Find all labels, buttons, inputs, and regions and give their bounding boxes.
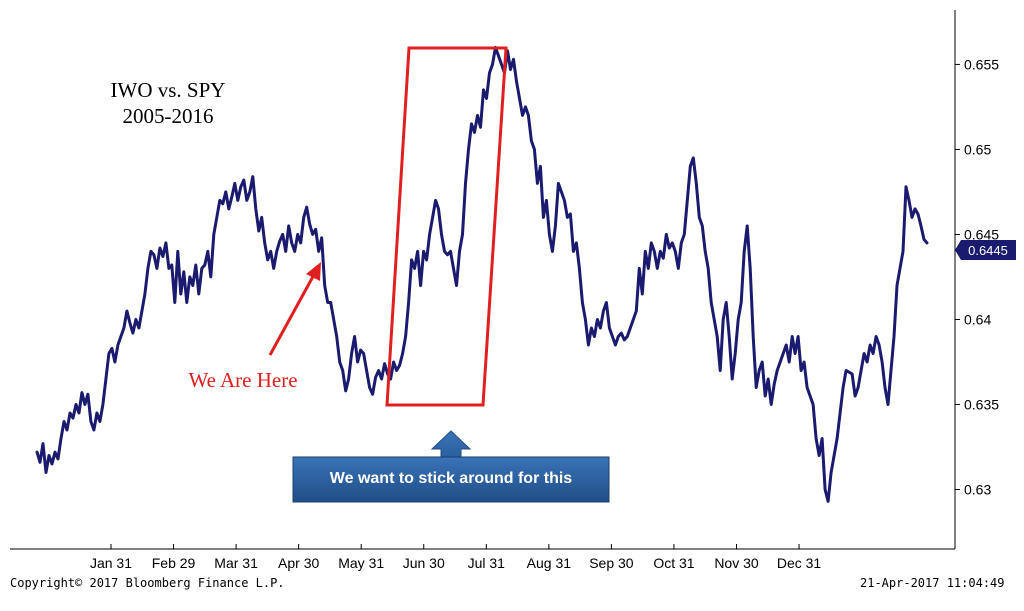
copyright-text: Copyright© 2017 Bloomberg Finance L.P.	[10, 576, 285, 590]
chart-title: IWO vs. SPY	[111, 78, 226, 102]
y-tick-label: 0.65	[964, 141, 991, 157]
y-axis-ticks: 0.655 0.65 0.645 0.64 0.635 0.63	[955, 56, 999, 497]
y-tick-label: 0.635	[964, 396, 999, 412]
x-tick-label: Oct 31	[653, 555, 694, 571]
y-tick-label: 0.64	[964, 311, 991, 327]
series-line-iwo-spy-ratio	[35, 45, 929, 503]
chart-subtitle: 2005-2016	[123, 104, 214, 128]
highlight-box	[385, 46, 508, 407]
x-tick-label: Dec 31	[777, 555, 822, 571]
banner	[292, 456, 610, 503]
banner-text: We want to stick around for this	[330, 470, 572, 487]
up-arrow-icon	[430, 430, 472, 458]
x-tick-label: Jul 31	[468, 555, 506, 571]
y-tick-label: 0.655	[964, 56, 999, 72]
callout-arrow-icon	[268, 262, 321, 356]
x-tick-label: Mar 31	[214, 555, 258, 571]
timestamp-text: 21-Apr-2017 11:04:49	[860, 576, 1005, 590]
last-value-marker: 0.6445	[955, 240, 1016, 260]
x-tick-label: Nov 30	[714, 555, 759, 571]
x-tick-label: Sep 30	[589, 555, 634, 571]
x-tick-label: Apr 30	[278, 555, 319, 571]
x-tick-label: Feb 29	[152, 555, 196, 571]
y-tick-label: 0.63	[964, 481, 991, 497]
x-tick-label: Jan 31	[90, 555, 132, 571]
x-tick-label: Aug 31	[527, 555, 572, 571]
x-tick-label: Jun 30	[403, 555, 445, 571]
x-axis-ticks: Jan 31 Feb 29 Mar 31 Apr 30 May 31 Jun 30 Jul …	[90, 544, 821, 571]
x-tick-label: May 31	[338, 555, 384, 571]
svg-text:0.6445: 0.6445	[968, 243, 1008, 258]
callout-label: We Are Here	[188, 368, 297, 392]
y-tick-label: 0.645	[964, 226, 999, 242]
